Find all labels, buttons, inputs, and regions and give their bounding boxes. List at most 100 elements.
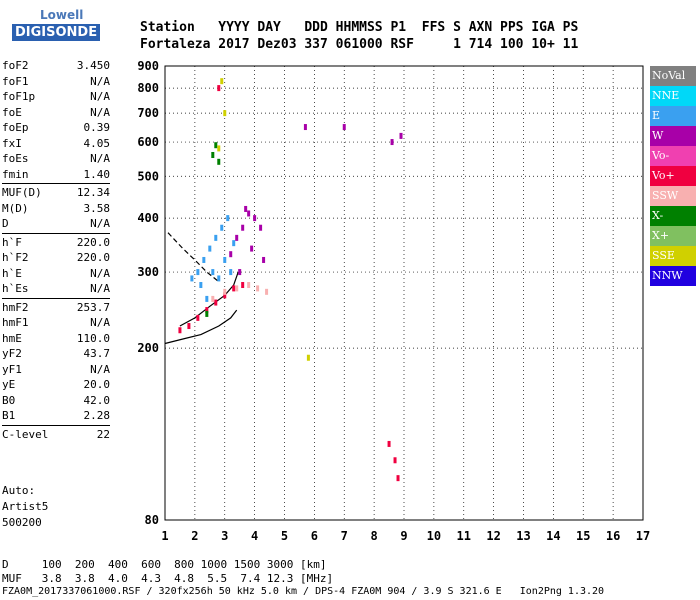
echo-point xyxy=(205,295,209,302)
echo-point xyxy=(205,307,209,314)
auto-artist: Artist5 xyxy=(2,500,49,513)
param-divider xyxy=(2,297,110,299)
header-values: Fortaleza 2017 Dez03 337 061000 RSF 1 71… xyxy=(140,37,579,52)
param-row: h`Es N/A xyxy=(2,281,110,297)
echo-point xyxy=(199,282,203,289)
digisonde-logo: Lowell DIGISONDE xyxy=(2,6,101,50)
param-row: foF2 3.450 xyxy=(2,58,110,74)
param-row: yE 20.0 xyxy=(2,377,110,393)
echo-point xyxy=(217,85,221,92)
param-value: 3.58 xyxy=(83,201,111,215)
echo-point xyxy=(220,224,224,231)
footer-file-info: FZA0M_2017337061000.RSF / 320fx256h 50 k… xyxy=(2,586,605,597)
echo-point xyxy=(250,245,254,252)
header-labels: Station YYYY DAY DDD HHMMSS P1 FFS S AXN… xyxy=(140,20,579,35)
echo-point xyxy=(190,275,194,282)
echo-point xyxy=(202,256,206,263)
param-key: foEs xyxy=(2,152,29,165)
param-value: 4.05 xyxy=(83,136,111,150)
legend-item: Vo- xyxy=(650,146,696,166)
param-value: N/A xyxy=(90,90,110,103)
echo-point xyxy=(223,256,227,263)
echo-point xyxy=(235,234,239,241)
x-tick-label: 4 xyxy=(251,529,258,543)
legend-item: E xyxy=(650,106,696,126)
echo-point xyxy=(211,269,215,276)
echo-point xyxy=(217,158,221,165)
echo-point xyxy=(214,142,218,149)
param-value: 220.0 xyxy=(76,251,110,264)
echo-point xyxy=(396,475,400,482)
legend-item: NNW xyxy=(650,266,696,286)
x-tick-label: 13 xyxy=(516,529,530,543)
param-row: B1 2.28 xyxy=(2,408,110,424)
param-row: yF2 43.7 xyxy=(2,346,110,362)
echo-point xyxy=(303,124,307,131)
param-key: h`F xyxy=(2,235,22,249)
echo-point xyxy=(208,245,212,252)
param-value: 22 xyxy=(96,427,110,441)
param-key: h`Es xyxy=(2,282,29,295)
y-tick-label: 400 xyxy=(137,211,159,225)
echo-point xyxy=(187,323,191,330)
param-key: hmF1 xyxy=(2,316,29,329)
param-value: 110.0 xyxy=(76,331,110,345)
echo-point xyxy=(226,215,230,222)
param-divider xyxy=(2,232,110,234)
param-row: foEp 0.39 xyxy=(2,120,110,136)
param-row: C-level 22 xyxy=(2,427,110,443)
legend-item: NoVal xyxy=(650,66,696,86)
param-key: fmin xyxy=(2,167,29,181)
param-row: foE N/A xyxy=(2,105,110,121)
parameter-list: foF2 3.450 foF1 N/A foF1p N/A foE N/A foEp 0.39 fx… xyxy=(2,58,110,442)
param-value: N/A xyxy=(90,74,110,88)
footer-muf: MUF 3.8 3.8 4.0 4.3 4.8 5.5 7.4 12.3 [MH… xyxy=(2,572,334,585)
param-key: foF1 xyxy=(2,74,29,88)
x-tick-label: 10 xyxy=(427,529,441,543)
param-key: foF1p xyxy=(2,90,36,103)
param-row: hmE 110.0 xyxy=(2,331,110,347)
auto-code: 500200 xyxy=(2,516,42,529)
x-tick-label: 8 xyxy=(371,529,378,543)
legend-item: W xyxy=(650,126,696,146)
echo-point xyxy=(223,288,227,295)
param-value: 220.0 xyxy=(76,235,110,249)
echo-point xyxy=(211,151,215,158)
echo-point xyxy=(223,292,227,299)
legend-item: SSW xyxy=(650,186,696,206)
param-row: foF1 N/A xyxy=(2,74,110,90)
legend-item: NNE xyxy=(650,86,696,106)
echo-point xyxy=(306,354,310,361)
echo-point xyxy=(211,295,215,302)
param-row: foEs N/A xyxy=(2,151,110,167)
param-row: B0 42.0 xyxy=(2,393,110,409)
curve-trace xyxy=(179,271,239,327)
echo-point xyxy=(342,124,346,131)
param-key: D xyxy=(2,217,9,230)
echo-point xyxy=(256,285,260,292)
echo-point xyxy=(235,285,239,292)
legend-item: Vo+ xyxy=(650,166,696,186)
param-row: D N/A xyxy=(2,216,110,232)
param-key: C-level xyxy=(2,427,49,441)
param-row: fxI 4.05 xyxy=(2,136,110,152)
x-tick-label: 3 xyxy=(221,529,228,543)
logo-product: DIGISONDE xyxy=(12,24,101,41)
param-row: yF1 N/A xyxy=(2,362,110,378)
echo-point xyxy=(387,440,391,447)
x-tick-label: 6 xyxy=(311,529,318,543)
x-tick-label: 17 xyxy=(636,529,650,543)
y-tick-label: 200 xyxy=(137,341,159,355)
echo-point xyxy=(217,275,221,282)
param-key: foE xyxy=(2,105,22,119)
param-key: h`F2 xyxy=(2,251,29,264)
y-tick-label: 900 xyxy=(137,59,159,73)
param-value: 12.34 xyxy=(76,186,110,199)
echo-point xyxy=(241,224,245,231)
legend-item: SSE xyxy=(650,246,696,266)
y-tick-label: 80 xyxy=(145,513,159,527)
curve-dashed xyxy=(167,232,220,283)
echo-point xyxy=(229,251,233,258)
x-tick-label: 14 xyxy=(546,529,560,543)
param-row: foF1p N/A xyxy=(2,89,110,105)
